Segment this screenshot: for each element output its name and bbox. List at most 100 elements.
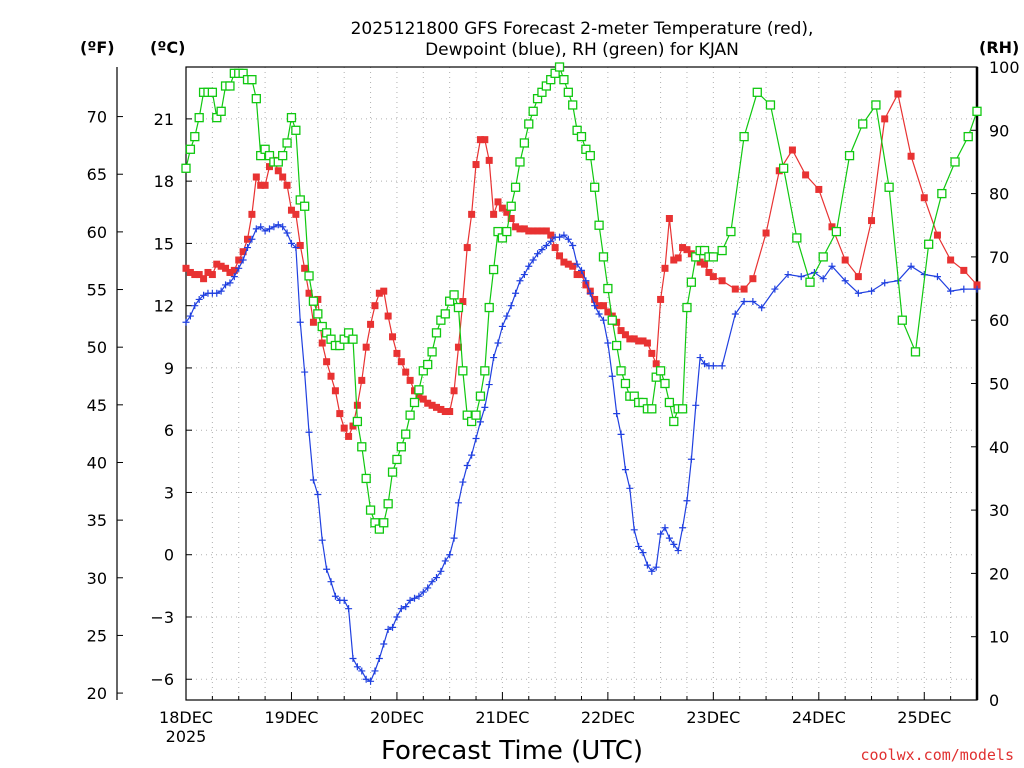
rh-point (937, 188, 947, 199)
dewpoint-point (305, 428, 313, 436)
temperature-point (371, 302, 379, 310)
dewpoint-point (261, 227, 269, 235)
dewpoint-point (213, 289, 221, 297)
rh-point (831, 226, 842, 237)
temperature-point (621, 331, 629, 339)
celsius-tick-label: 6 (164, 421, 174, 440)
temperature-point (569, 262, 577, 270)
temperature-point (191, 271, 199, 279)
temperature-point (287, 206, 295, 214)
temperature-point (762, 229, 770, 237)
x-tick-label: 25DEC (897, 708, 951, 727)
fahrenheit-tick-label: 50 (87, 338, 107, 357)
fahrenheit-tick-label: 30 (87, 569, 107, 588)
dewpoint-point (428, 578, 436, 586)
celsius-tick-label: 3 (164, 483, 174, 502)
rh-point (620, 378, 631, 389)
temperature-point (635, 337, 643, 345)
rh-tick-label: 70 (989, 248, 1009, 267)
dewpoint-point (626, 484, 634, 492)
dewpoint-point (709, 362, 717, 370)
rh-tick-label: 60 (989, 311, 1009, 330)
temperature-point (683, 246, 691, 254)
temperature-point (292, 210, 300, 218)
rh-point (484, 302, 494, 313)
rh-point (427, 347, 437, 357)
rh-point (225, 81, 235, 91)
x-tick-label: 23DEC (686, 708, 740, 727)
dewpoint-point (424, 584, 432, 592)
dewpoint-point (331, 592, 339, 600)
x-tick-label: 18DEC (159, 708, 213, 727)
dewpoint-point (402, 603, 410, 611)
dewpoint-point (481, 403, 489, 411)
dewpoint-point (239, 256, 247, 264)
dewpoint-point (696, 354, 704, 362)
rh-point (778, 163, 789, 173)
temperature-point (235, 256, 243, 264)
temperature-point (252, 173, 260, 181)
rh-point (910, 347, 921, 357)
rh-point (844, 150, 855, 161)
dewpoint-point (797, 273, 805, 281)
temperature-point (828, 223, 836, 231)
temperature-point (217, 262, 225, 270)
rh-point (414, 385, 424, 395)
rh-point (792, 233, 802, 243)
rh-point (185, 144, 196, 154)
rh-point (313, 309, 323, 319)
temperature-point (591, 295, 599, 303)
dewpoint-point (687, 455, 695, 463)
rh-point (524, 119, 534, 129)
rh-point (471, 410, 481, 420)
dewpoint-point (279, 223, 287, 231)
temperature-point (643, 339, 651, 347)
temperature-point (309, 318, 317, 326)
rh-tick-label: 20 (989, 564, 1009, 583)
rh-point (585, 150, 595, 161)
dewpoint-point (701, 360, 709, 368)
fahrenheit-unit-label: (ºF) (80, 38, 115, 57)
rh-point (528, 106, 538, 116)
rh-tick-label: 40 (989, 438, 1009, 457)
temperature-point (516, 225, 524, 233)
rh-point (251, 94, 261, 104)
rh-point (510, 182, 521, 192)
x-tick-label: 24DEC (792, 708, 846, 727)
rh-point (554, 62, 565, 72)
dewpoint-point (630, 526, 638, 534)
fahrenheit-tick-label: 65 (87, 165, 107, 184)
dewpoint-point (854, 289, 862, 297)
dewpoint-point (973, 285, 981, 293)
temperature-point (665, 215, 673, 223)
temperature-series (182, 90, 981, 440)
temperature-point (512, 223, 520, 231)
rh-tick-label: 80 (989, 185, 1009, 204)
rh-point (488, 264, 499, 275)
temperature-point (432, 403, 440, 411)
temperature-point (604, 308, 612, 316)
rh-point (401, 429, 411, 439)
dewpoint-point (468, 451, 476, 459)
temperature-point (265, 163, 273, 171)
temperature-point (261, 181, 269, 189)
temperature-point (375, 289, 383, 297)
rh-point (594, 220, 604, 230)
dewpoint-point (652, 563, 660, 571)
rh-tick-label: 10 (989, 628, 1009, 647)
temperature-point (648, 349, 656, 357)
dewpoint-point (432, 574, 440, 582)
rh-point (871, 100, 881, 110)
celsius-tick-label: −6 (150, 670, 174, 689)
celsius-tick-label: 0 (164, 546, 174, 565)
temperature-point (428, 401, 436, 409)
dewpoint-point (564, 235, 572, 243)
dewpoint-point (933, 273, 941, 281)
grid-lines (186, 67, 977, 700)
celsius-tick-label: 21 (154, 110, 174, 129)
dewpoint-point (692, 401, 700, 409)
rh-point (590, 182, 600, 192)
temperature-point (657, 295, 665, 303)
temperature-point (468, 210, 476, 218)
rh-point (475, 391, 486, 401)
